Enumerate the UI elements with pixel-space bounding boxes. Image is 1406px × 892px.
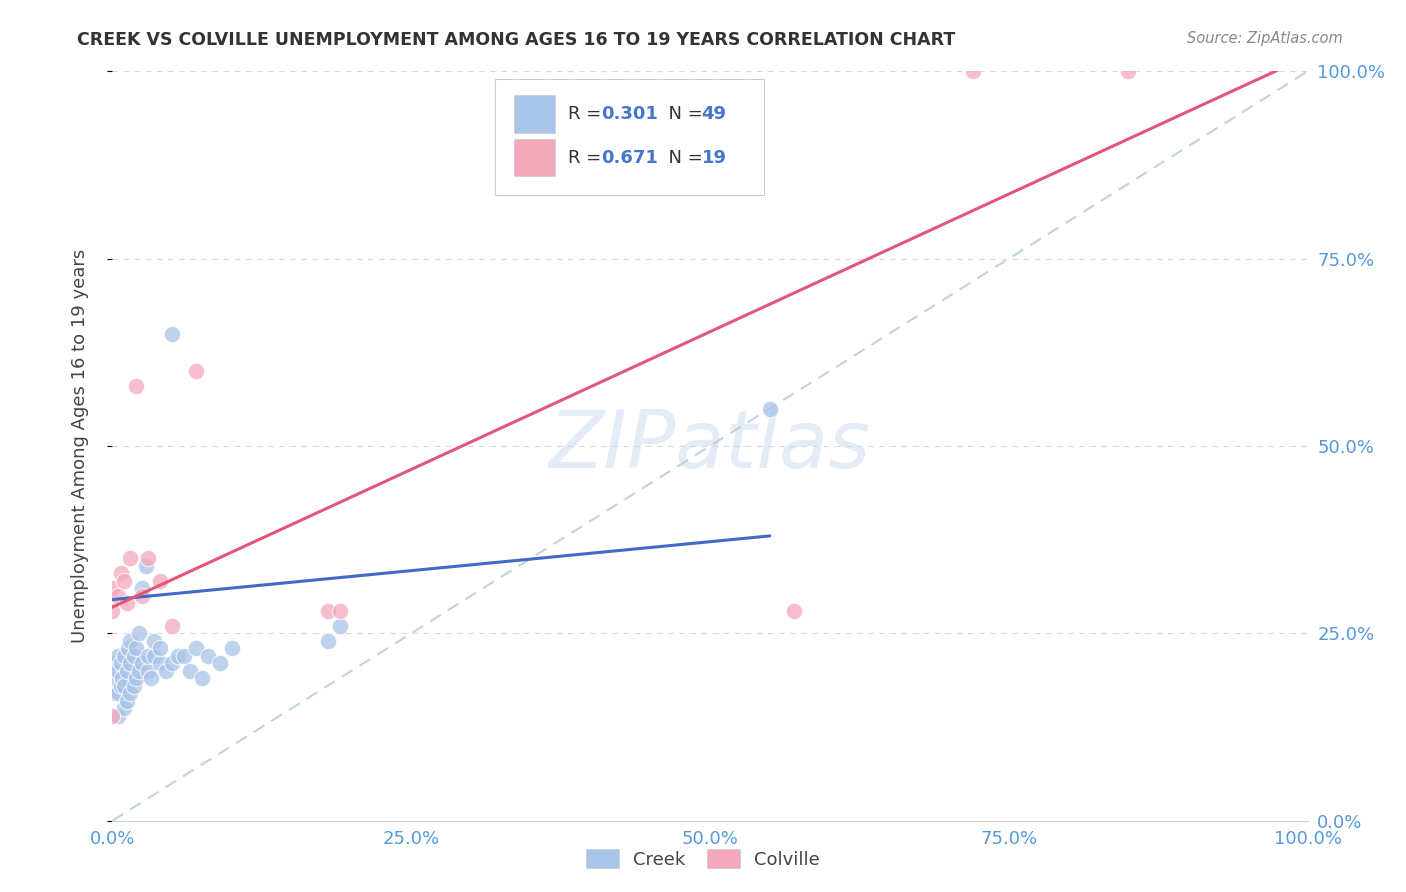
- Point: [120, 657, 142, 671]
- Point: [115, 664, 138, 678]
- Point: [111, 671, 134, 685]
- Point: [186, 364, 208, 378]
- Text: N =: N =: [658, 149, 709, 167]
- Point: [162, 619, 183, 633]
- Point: [125, 641, 148, 656]
- Point: [143, 648, 166, 663]
- Legend: Creek, Colville: Creek, Colville: [579, 842, 827, 876]
- Point: [107, 708, 129, 723]
- Point: [186, 641, 208, 656]
- Point: [1118, 64, 1140, 78]
- Point: [131, 657, 153, 671]
- Point: [125, 671, 148, 685]
- Point: [179, 664, 201, 678]
- Text: 0.301: 0.301: [602, 105, 658, 123]
- Point: [139, 671, 162, 685]
- Point: [329, 604, 352, 618]
- Point: [101, 708, 124, 723]
- FancyBboxPatch shape: [515, 95, 554, 133]
- Point: [138, 551, 160, 566]
- Point: [316, 604, 339, 618]
- Point: [115, 596, 138, 610]
- Point: [191, 671, 214, 685]
- Point: [101, 582, 124, 596]
- Point: [221, 641, 243, 656]
- Point: [125, 379, 148, 393]
- Point: [110, 657, 132, 671]
- Point: [162, 657, 183, 671]
- FancyBboxPatch shape: [495, 78, 763, 195]
- Point: [131, 582, 153, 596]
- Text: 19: 19: [702, 149, 727, 167]
- Point: [114, 701, 135, 715]
- Point: [107, 686, 129, 700]
- Point: [149, 574, 172, 588]
- Point: [120, 686, 142, 700]
- Point: [135, 558, 157, 573]
- Point: [759, 401, 782, 416]
- Point: [138, 664, 160, 678]
- Point: [316, 633, 339, 648]
- Point: [329, 619, 352, 633]
- Point: [120, 551, 142, 566]
- Point: [782, 604, 804, 618]
- Point: [115, 694, 138, 708]
- Point: [162, 326, 183, 341]
- Point: [128, 664, 150, 678]
- Point: [107, 648, 129, 663]
- Point: [131, 589, 153, 603]
- Point: [962, 64, 984, 78]
- Point: [120, 633, 142, 648]
- Text: Source: ZipAtlas.com: Source: ZipAtlas.com: [1187, 31, 1343, 46]
- Text: R =: R =: [568, 149, 607, 167]
- Point: [138, 648, 160, 663]
- Point: [110, 566, 132, 581]
- Point: [167, 648, 190, 663]
- Point: [149, 641, 172, 656]
- Point: [114, 574, 135, 588]
- Point: [107, 664, 129, 678]
- Text: CREEK VS COLVILLE UNEMPLOYMENT AMONG AGES 16 TO 19 YEARS CORRELATION CHART: CREEK VS COLVILLE UNEMPLOYMENT AMONG AGE…: [77, 31, 956, 49]
- Point: [114, 648, 135, 663]
- Point: [143, 633, 166, 648]
- Point: [117, 641, 139, 656]
- FancyBboxPatch shape: [515, 139, 554, 177]
- Point: [101, 604, 124, 618]
- Text: 49: 49: [702, 105, 727, 123]
- Point: [110, 679, 132, 693]
- Text: ZIPatlas: ZIPatlas: [548, 407, 872, 485]
- Point: [114, 679, 135, 693]
- Point: [101, 657, 124, 671]
- Text: R =: R =: [568, 105, 607, 123]
- Point: [122, 679, 145, 693]
- Point: [149, 657, 172, 671]
- Point: [197, 648, 219, 663]
- Text: 0.671: 0.671: [602, 149, 658, 167]
- Point: [122, 648, 145, 663]
- Point: [155, 664, 177, 678]
- Point: [101, 686, 124, 700]
- Point: [209, 657, 232, 671]
- Point: [173, 648, 195, 663]
- Point: [101, 671, 124, 685]
- Y-axis label: Unemployment Among Ages 16 to 19 years: Unemployment Among Ages 16 to 19 years: [70, 249, 89, 643]
- Point: [107, 589, 129, 603]
- Text: N =: N =: [658, 105, 709, 123]
- Point: [128, 626, 150, 640]
